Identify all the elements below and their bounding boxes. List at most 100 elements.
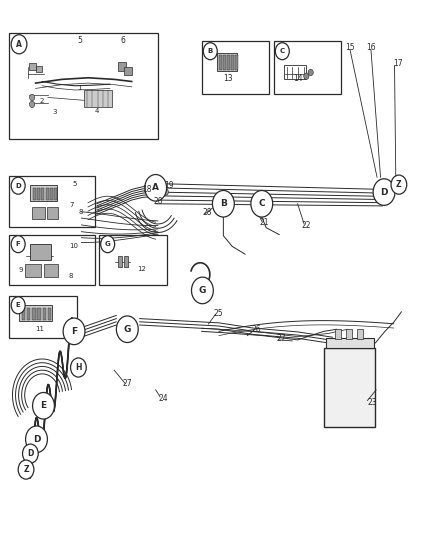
Circle shape (304, 73, 309, 79)
Text: E: E (40, 401, 46, 410)
Text: 8: 8 (78, 209, 83, 215)
Text: 9: 9 (18, 267, 23, 273)
Bar (235, 55, 238, 70)
Text: H: H (75, 363, 81, 372)
Text: Z: Z (23, 465, 29, 474)
Text: 25: 25 (214, 309, 223, 318)
Circle shape (391, 175, 407, 194)
Text: 7: 7 (70, 203, 74, 208)
Text: 14: 14 (293, 74, 302, 83)
Bar (284, 65, 306, 79)
Bar (32, 308, 35, 320)
Bar (99, 235, 166, 285)
Text: C: C (258, 199, 265, 208)
Text: 15: 15 (346, 43, 355, 52)
Bar (32, 207, 45, 219)
Circle shape (308, 69, 313, 76)
Text: 3: 3 (52, 109, 57, 115)
Text: 20: 20 (153, 197, 163, 206)
Bar (231, 55, 234, 70)
Text: D: D (15, 183, 21, 189)
Bar (42, 308, 46, 320)
Text: 26: 26 (252, 325, 261, 334)
Circle shape (145, 174, 166, 201)
Text: 23: 23 (367, 398, 377, 407)
Bar (10, 296, 77, 338)
Text: 16: 16 (367, 43, 376, 52)
Circle shape (117, 316, 138, 343)
Text: G: G (124, 325, 131, 334)
Text: B: B (208, 48, 213, 54)
Text: 4: 4 (95, 108, 99, 114)
Circle shape (32, 392, 54, 419)
Bar (325, 338, 374, 349)
Text: 19: 19 (164, 181, 174, 190)
Bar (19, 305, 52, 321)
Text: 27: 27 (277, 334, 286, 343)
Bar (219, 55, 222, 70)
Bar (118, 62, 126, 71)
Text: 2: 2 (40, 98, 44, 103)
Bar (29, 63, 35, 70)
Bar (32, 188, 35, 199)
Bar (37, 308, 41, 320)
Bar (54, 188, 57, 199)
Text: 28: 28 (202, 208, 212, 217)
Bar (10, 235, 95, 285)
Text: 17: 17 (393, 59, 403, 68)
Bar (37, 188, 40, 199)
Text: 24: 24 (159, 394, 168, 403)
Bar (48, 308, 51, 320)
Bar (44, 264, 58, 277)
Text: G: G (199, 286, 206, 295)
Bar (50, 188, 53, 199)
Circle shape (25, 426, 47, 453)
Text: 1: 1 (77, 85, 81, 92)
Text: F: F (71, 327, 77, 336)
Bar (124, 256, 128, 266)
Circle shape (191, 277, 213, 304)
Bar (41, 188, 44, 199)
Text: 18: 18 (143, 185, 152, 194)
Text: F: F (16, 241, 21, 247)
Text: 11: 11 (35, 326, 45, 332)
Text: 6: 6 (121, 36, 126, 45)
Bar (27, 308, 30, 320)
Circle shape (373, 179, 395, 205)
Circle shape (251, 190, 273, 217)
Circle shape (11, 35, 27, 54)
Circle shape (11, 236, 25, 253)
Bar (357, 329, 363, 339)
Circle shape (276, 43, 289, 60)
Text: 21: 21 (259, 219, 268, 228)
Bar (46, 188, 49, 199)
Circle shape (18, 460, 34, 479)
Text: D: D (380, 188, 388, 197)
Bar (346, 329, 352, 339)
Text: 22: 22 (301, 221, 311, 230)
Bar (84, 90, 112, 107)
Text: 27: 27 (123, 379, 133, 388)
Text: E: E (16, 302, 21, 308)
Text: 5: 5 (77, 36, 82, 45)
Bar (118, 256, 122, 266)
Bar (35, 66, 42, 72)
Text: A: A (152, 183, 159, 192)
Text: D: D (27, 449, 34, 458)
Bar (30, 185, 57, 201)
Circle shape (11, 177, 25, 194)
Bar (223, 55, 226, 70)
Circle shape (101, 236, 115, 253)
Circle shape (212, 190, 234, 217)
Text: Z: Z (396, 180, 402, 189)
Bar (10, 33, 158, 139)
Bar (25, 264, 41, 277)
Bar (324, 349, 375, 427)
Text: 13: 13 (223, 74, 233, 83)
Text: B: B (220, 199, 227, 208)
Text: C: C (280, 48, 285, 54)
Text: 8: 8 (68, 272, 73, 279)
Bar (227, 55, 230, 70)
Text: 5: 5 (73, 181, 77, 187)
Bar (335, 329, 341, 339)
